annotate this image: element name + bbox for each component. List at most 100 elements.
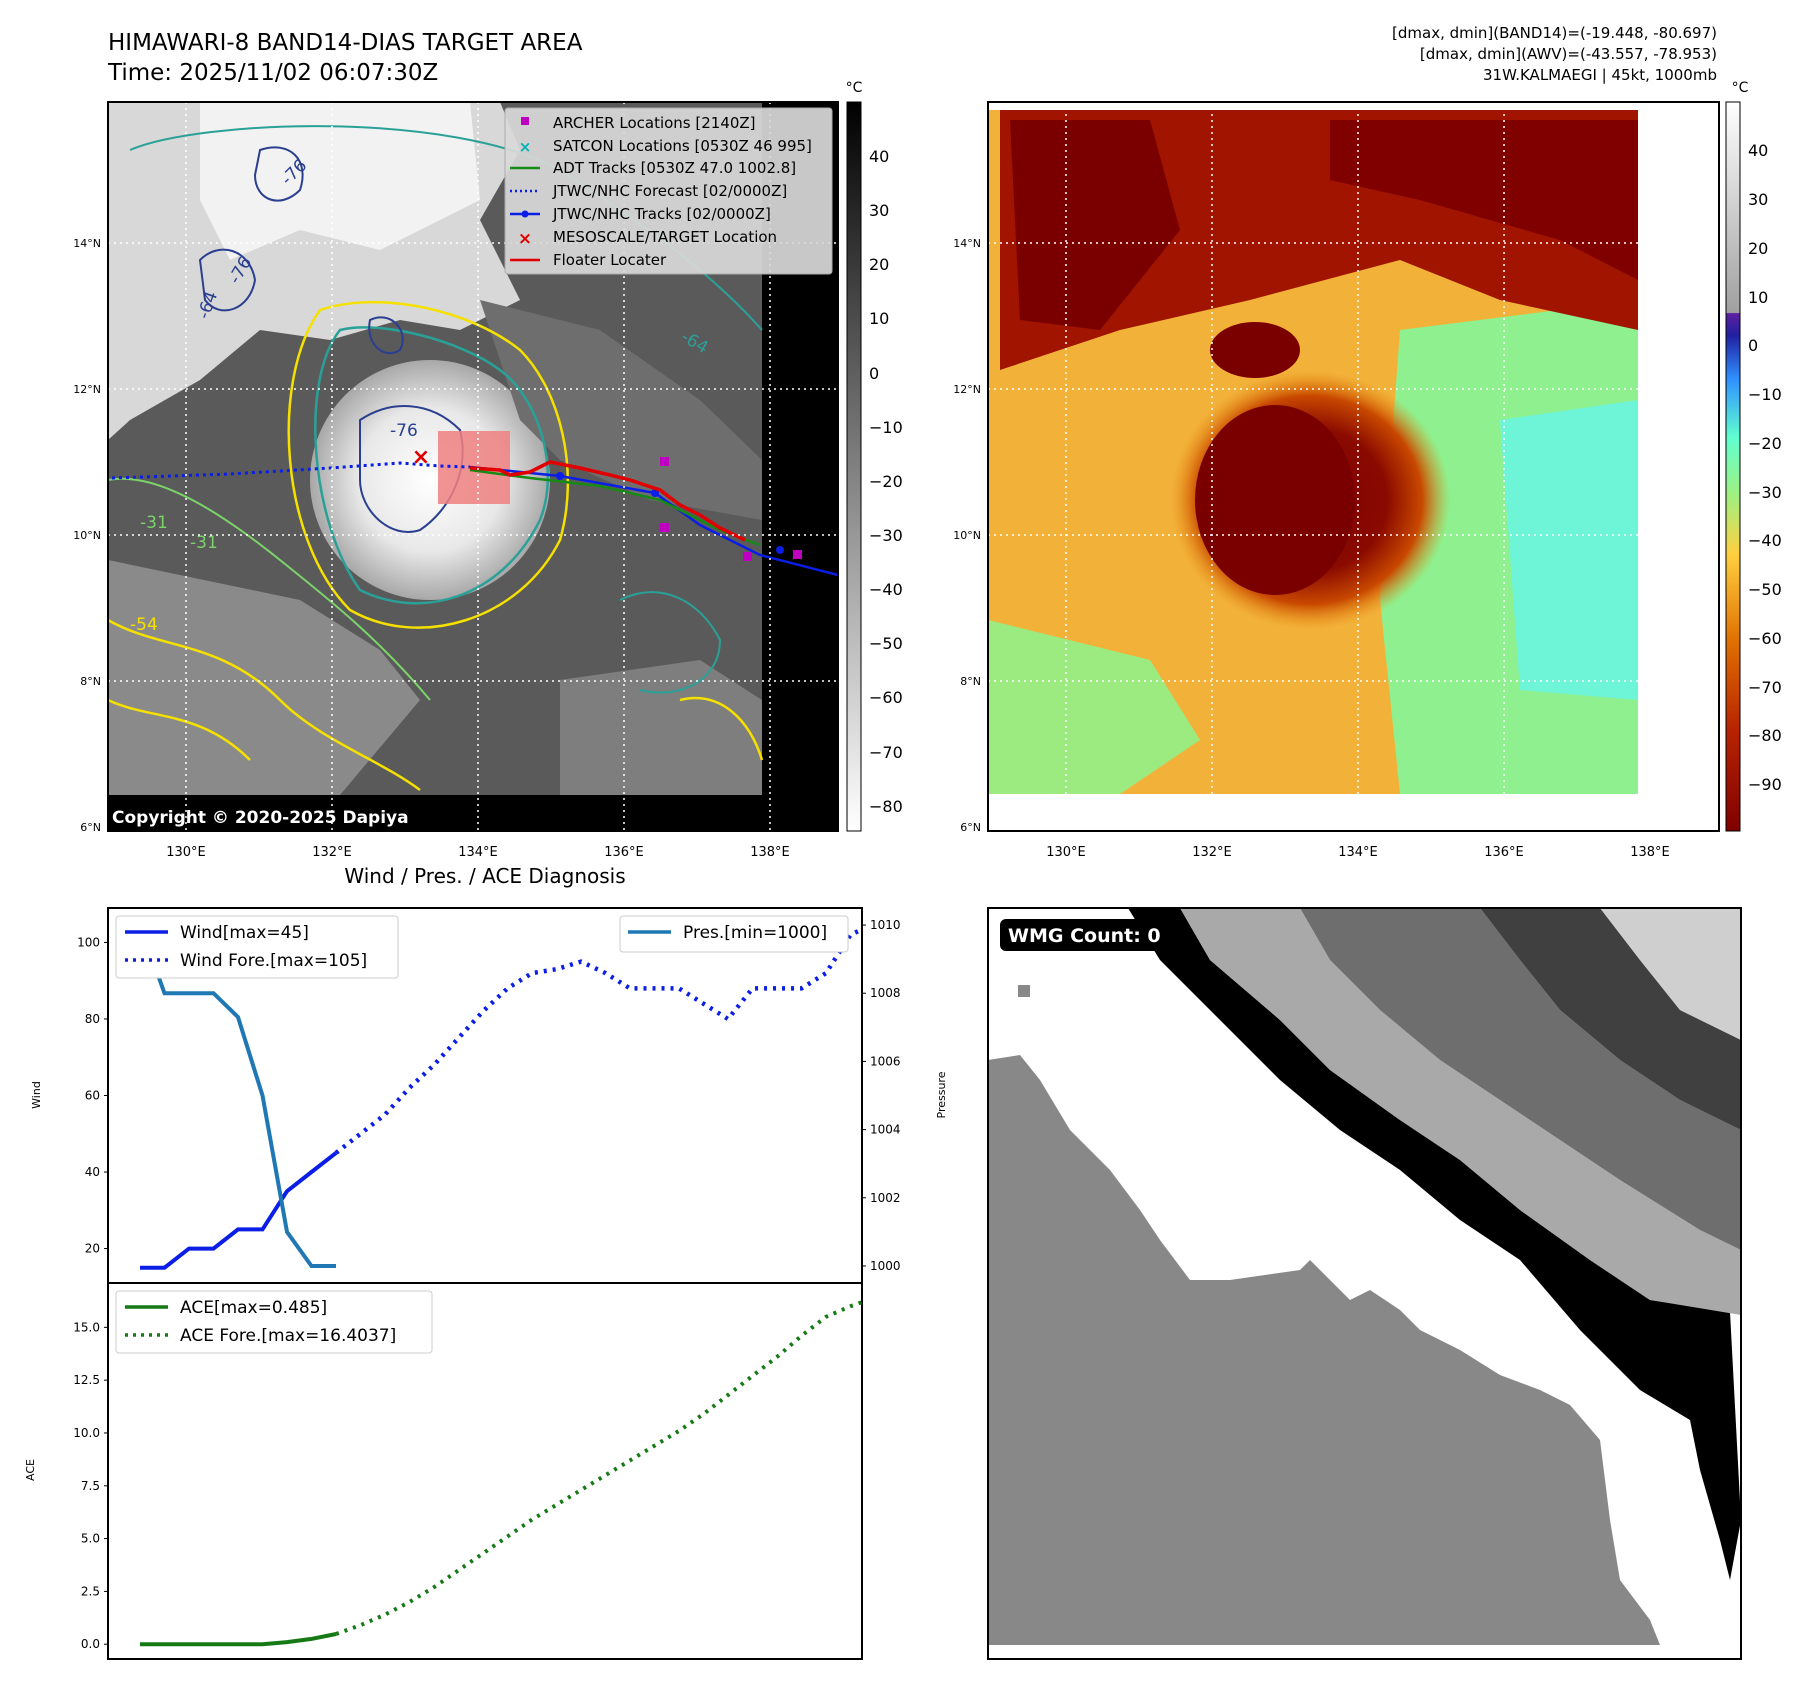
wmg-frame (987, 907, 1742, 1660)
cbar-tick: −60 (1748, 629, 1782, 648)
pressure-ytick-label: 1006 (870, 1054, 901, 1068)
cbar-tick: −80 (869, 797, 903, 816)
cbar-tick: −10 (1748, 385, 1782, 404)
legend-target-label: MESOSCALE/TARGET Location (553, 228, 777, 246)
band14-colorbar: °C 40 30 20 10 0 −10 −20 −30 −40 −50 −60… (846, 80, 903, 832)
awv-map (988, 102, 1642, 831)
cbar-tick: −50 (869, 634, 903, 653)
awv-lon-ticks: 130°E 132°E 134°E 136°E 138°E (1046, 845, 1670, 860)
awv-frame (987, 101, 1720, 832)
wmg-black-band (1128, 908, 1741, 1580)
contour-yellow-1 (287, 300, 570, 629)
cbar-tick: 20 (869, 255, 889, 274)
wmg-darkest-band (1480, 908, 1741, 1130)
archer-marker (743, 552, 752, 561)
cbar-tick: −90 (1748, 775, 1782, 794)
ace-ytick-label: 2.5 (81, 1584, 100, 1598)
legend-adt-label: ADT Tracks [0530Z 47.0 1002.8] (553, 159, 796, 177)
pressure-ylabel: Pressure (935, 1071, 948, 1118)
wind-marks (138, 924, 862, 1270)
wmg-panel: WMG Count: 0 (987, 907, 1742, 1660)
contour-label: -31 (190, 533, 218, 553)
cbar-tick: −70 (869, 743, 903, 762)
ace-ytick-label: 10.0 (73, 1426, 100, 1440)
series-line-wind (140, 1151, 338, 1270)
series-line-pressure (138, 924, 336, 1268)
lat-tick: 6°N (80, 821, 101, 834)
archer-marker (793, 550, 802, 559)
cbar-tick: −10 (869, 418, 903, 437)
ace-ytick-label: 5.0 (81, 1532, 100, 1546)
cbar-tick: 10 (869, 309, 889, 328)
wmg-label-box (1000, 919, 1176, 951)
archer-marker (660, 523, 669, 532)
cbar-tick: −30 (869, 526, 903, 545)
awv-storm-eye-region (1195, 405, 1355, 595)
lat-tick: 8°N (960, 675, 981, 688)
lon-tick: 130°E (1046, 845, 1086, 860)
lat-tick: 6°N (960, 821, 981, 834)
jtwc-track-point (651, 489, 659, 497)
ace-ytick-label: 0.0 (81, 1637, 100, 1651)
lon-tick: 134°E (1338, 845, 1378, 860)
map-lat-ticks: 14°N 12°N 10°N 8°N 6°N (73, 237, 101, 834)
wmg-gray-region (988, 1055, 1660, 1645)
pressure-ytick-label: 1010 (870, 918, 901, 932)
ace-legend-box (115, 1290, 433, 1354)
contour-label: -76 (390, 421, 418, 441)
wmg-darkgray-band (1300, 908, 1741, 1250)
archer-marker (660, 457, 669, 466)
map-frame (107, 101, 839, 832)
legend-tracks-label: JTWC/NHC Tracks [02/0000Z] (552, 205, 771, 223)
figure-time: Time: 2025/11/02 06:07:30Z (107, 60, 438, 86)
lon-tick: 136°E (1484, 845, 1524, 860)
awv-blob (1210, 322, 1300, 378)
northwest-cloud (200, 102, 480, 260)
series-line-wind-forecast (334, 926, 862, 1155)
floater-track (469, 460, 746, 542)
wind-ylabel: Wind (30, 1081, 43, 1109)
contour-navy-4 (368, 316, 404, 355)
cbar-tick: −80 (1748, 726, 1782, 745)
cbar-tick: 0 (1748, 336, 1758, 355)
contour-teal-3 (619, 591, 722, 694)
lon-tick: 132°E (1192, 845, 1232, 860)
lat-tick: 12°N (73, 383, 101, 396)
wind-ytick-label: 100 (77, 935, 100, 949)
contour-green-1 (108, 477, 431, 701)
legend-floater-label: Floater Locater (553, 251, 667, 269)
lat-tick: 14°N (953, 237, 981, 250)
wmg-count-label: WMG Count: 0 (1008, 925, 1161, 947)
contour-yellow-3 (108, 698, 251, 761)
band14-range: [dmax, dmin](BAND14)=(-19.448, -80.697) (1392, 24, 1717, 42)
lon-tick: 132°E (312, 845, 352, 860)
wmg-speck (1018, 985, 1030, 997)
lon-tick: 130°E (166, 845, 206, 860)
awv-range: [dmax, dmin](AWV)=(-43.557, -78.953) (1420, 45, 1717, 63)
pressure-yticks: 1010 1008 1006 1004 1002 1000 (862, 918, 901, 1273)
wind-ytick-label: 20 (85, 1242, 100, 1256)
target-marker: × (412, 445, 430, 470)
contour-teal-1 (314, 326, 550, 605)
lon-tick: 138°E (750, 845, 790, 860)
ace-ytick-label: 15.0 (73, 1320, 100, 1334)
awv-lat-ticks: 14°N 12°N 10°N 8°N 6°N (953, 237, 981, 834)
map-gridlines (108, 102, 838, 831)
legend-forecast-label: JTWC/NHC Forecast [02/0000Z] (552, 182, 787, 200)
jtwc-track-point (556, 472, 564, 480)
awv-north-east-core (1330, 120, 1638, 280)
awv-outer-white (1638, 102, 1642, 831)
pressure-ytick-label: 1002 (870, 1191, 901, 1205)
ace-yticks: 15.0 12.5 10.0 7.5 5.0 2.5 0.0 (73, 1320, 108, 1651)
wind-yticks: 100 80 60 40 20 (77, 935, 108, 1256)
lat-tick: 8°N (80, 675, 101, 688)
cbar-tick: −20 (869, 472, 903, 491)
awv-dry-east-cyan (1500, 400, 1638, 700)
contour-navy-3 (253, 146, 304, 202)
cbar-tick: 10 (1748, 288, 1768, 307)
cbar-tick: 0 (869, 364, 879, 383)
legend-archer-label: ARCHER Locations [2140Z] (553, 114, 756, 132)
lon-tick: 136°E (604, 845, 644, 860)
jtwc-forecast-track (111, 461, 471, 480)
lat-tick: 10°N (73, 529, 101, 542)
